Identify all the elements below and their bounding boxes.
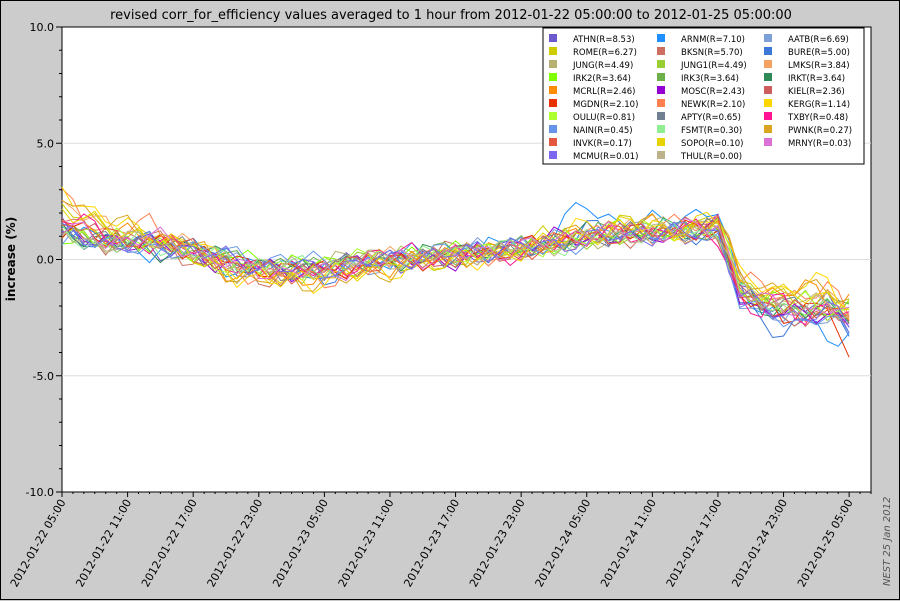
- legend-label: MRNY(R=0.03): [788, 139, 851, 149]
- legend-swatch: [764, 73, 772, 81]
- legend-label: SOPO(R=0.10): [681, 139, 744, 149]
- x-tick-label: 2012-01-22 11:00: [73, 497, 134, 589]
- legend-label: FSMT(R=0.30): [681, 126, 742, 136]
- legend-swatch: [549, 34, 557, 42]
- legend-label: KIEL(R=2.36): [788, 87, 845, 97]
- legend-swatch: [764, 112, 772, 120]
- x-tick-label: 2012-01-24 11:00: [598, 497, 659, 589]
- y-axis-label: increase (%): [4, 217, 18, 301]
- legend: ATHN(R=8.53) ARNM(R=7.10) AATB(R=6.69) ROME…: [542, 27, 865, 165]
- x-tick-label: 2012-01-22 05:00: [8, 497, 69, 589]
- legend-swatch: [764, 34, 772, 42]
- legend-swatch: [657, 125, 665, 133]
- legend-swatch: [549, 73, 557, 81]
- legend-label: ROME(R=6.27): [573, 48, 637, 58]
- legend-swatch: [549, 125, 557, 133]
- legend-label: IRK2(R=3.64): [573, 74, 631, 84]
- legend-label: NEWK(R=2.10): [681, 100, 745, 110]
- legend-label: IRKT(R=3.64): [788, 74, 845, 84]
- x-tick-label: 2012-01-22 17:00: [139, 497, 200, 589]
- series-line: [61, 222, 850, 320]
- series-line: [61, 215, 850, 322]
- legend-label: MOSC(R=2.43): [681, 87, 745, 97]
- legend-label: NAIN(R=0.45): [573, 126, 633, 136]
- legend-swatch: [657, 34, 665, 42]
- legend-label: THUL(R=0.00): [680, 152, 742, 162]
- series-lines: [61, 186, 850, 358]
- legend-swatch: [657, 47, 665, 55]
- y-tick-label: 0.0: [37, 254, 55, 267]
- x-tick-label: 2012-01-23 11:00: [336, 497, 397, 589]
- legend-swatch: [764, 86, 772, 94]
- legend-label: BKSN(R=5.70): [681, 48, 743, 58]
- x-tick-label: 2012-01-23 23:00: [467, 497, 528, 589]
- legend-swatch: [657, 151, 665, 159]
- y-tick-label: 5.0: [37, 137, 55, 150]
- legend-swatch: [657, 86, 665, 94]
- legend-swatch: [549, 47, 557, 55]
- credit-text: NEST 25 Jan 2012: [882, 497, 893, 586]
- legend-label: JUNG1(R=4.49): [680, 61, 747, 71]
- y-axis: 10.0 5.0 0.0 -5.0 -10.0: [26, 21, 62, 499]
- legend-label: TXBY(R=0.48): [787, 113, 848, 123]
- series-line: [61, 218, 850, 322]
- legend-swatch: [657, 60, 665, 68]
- series-line: [61, 213, 850, 326]
- legend-label: KERG(R=1.14): [788, 100, 850, 110]
- legend-swatch: [764, 47, 772, 55]
- legend-label: OULU(R=0.81): [573, 113, 635, 123]
- series-line: [61, 221, 850, 328]
- legend-swatch: [764, 138, 772, 146]
- legend-label: MCMU(R=0.01): [573, 152, 638, 162]
- legend-box: [542, 27, 865, 165]
- legend-swatch: [549, 99, 557, 107]
- legend-swatch: [657, 73, 665, 81]
- legend-swatch: [657, 99, 665, 107]
- legend-swatch: [764, 99, 772, 107]
- legend-swatch: [657, 138, 665, 146]
- x-tick-label: 2012-01-24 05:00: [533, 497, 594, 589]
- x-tick-label: 2012-01-24 23:00: [729, 497, 790, 589]
- legend-label: AATB(R=6.69): [788, 35, 849, 45]
- legend-swatch: [549, 60, 557, 68]
- legend-label: APTY(R=0.65): [681, 113, 741, 123]
- legend-label: INVK(R=0.17): [573, 139, 632, 149]
- x-tick-label: 2012-01-25 05:00: [795, 497, 856, 589]
- legend-swatch: [549, 138, 557, 146]
- chart-title: revised corr_for_efficiency values avera…: [110, 8, 792, 23]
- y-tick-label: -5.0: [33, 370, 54, 383]
- legend-swatch: [657, 112, 665, 120]
- series-line: [61, 222, 850, 334]
- legend-label: IRK3(R=3.64): [681, 74, 739, 84]
- legend-swatch: [764, 60, 772, 68]
- x-tick-label: 2012-01-23 17:00: [401, 497, 462, 589]
- y-tick-label: -10.0: [26, 486, 54, 499]
- x-tick-label: 2012-01-23 05:00: [270, 497, 331, 589]
- legend-label: PWNK(R=0.27): [788, 126, 852, 136]
- y-tick-label: 10.0: [30, 21, 55, 34]
- legend-label: LMKS(R=3.84): [788, 61, 850, 71]
- legend-label: ARNM(R=7.10): [681, 35, 745, 45]
- legend-swatch: [549, 151, 557, 159]
- legend-swatch: [549, 86, 557, 94]
- series-line: [61, 208, 850, 311]
- legend-label: MGDN(R=2.10): [573, 100, 638, 110]
- x-axis: 2012-01-22 05:00 2012-01-22 11:00 2012-01-…: [8, 492, 872, 589]
- x-tick-label: 2012-01-22 23:00: [205, 497, 266, 589]
- legend-swatch: [549, 112, 557, 120]
- legend-label: BURE(R=5.00): [788, 48, 850, 58]
- legend-label: MCRL(R=2.46): [573, 87, 636, 97]
- legend-label: ATHN(R=8.53): [573, 35, 635, 45]
- x-tick-label: 2012-01-24 17:00: [664, 497, 725, 589]
- legend-label: JUNG(R=4.49): [572, 61, 633, 71]
- legend-swatch: [764, 125, 772, 133]
